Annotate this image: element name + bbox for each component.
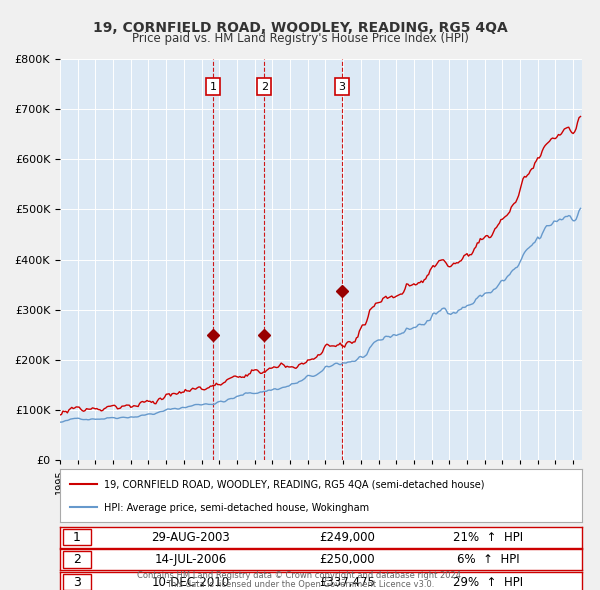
Text: £250,000: £250,000 — [319, 553, 375, 566]
Text: 29-AUG-2003: 29-AUG-2003 — [151, 530, 230, 544]
Text: This data is licensed under the Open Government Licence v3.0.: This data is licensed under the Open Gov… — [166, 580, 434, 589]
Text: 29%  ↑  HPI: 29% ↑ HPI — [453, 575, 523, 589]
Text: HPI: Average price, semi-detached house, Wokingham: HPI: Average price, semi-detached house,… — [104, 503, 370, 513]
FancyBboxPatch shape — [62, 573, 91, 590]
Text: 19, CORNFIELD ROAD, WOODLEY, READING, RG5 4QA (semi-detached house): 19, CORNFIELD ROAD, WOODLEY, READING, RG… — [104, 480, 485, 490]
FancyBboxPatch shape — [62, 529, 91, 545]
FancyBboxPatch shape — [62, 551, 91, 568]
Text: 2: 2 — [73, 553, 80, 566]
Text: 1: 1 — [210, 81, 217, 91]
Text: 6%  ↑  HPI: 6% ↑ HPI — [457, 553, 520, 566]
Text: 1: 1 — [73, 530, 80, 544]
Text: Contains HM Land Registry data © Crown copyright and database right 2024.: Contains HM Land Registry data © Crown c… — [137, 571, 463, 580]
Text: 19, CORNFIELD ROAD, WOODLEY, READING, RG5 4QA: 19, CORNFIELD ROAD, WOODLEY, READING, RG… — [92, 21, 508, 35]
Text: 3: 3 — [338, 81, 346, 91]
Text: £337,475: £337,475 — [319, 575, 375, 589]
Text: 14-JUL-2006: 14-JUL-2006 — [154, 553, 227, 566]
Text: 2: 2 — [260, 81, 268, 91]
Text: Price paid vs. HM Land Registry's House Price Index (HPI): Price paid vs. HM Land Registry's House … — [131, 32, 469, 45]
Text: 10-DEC-2010: 10-DEC-2010 — [151, 575, 230, 589]
Text: 21%  ↑  HPI: 21% ↑ HPI — [453, 530, 523, 544]
Text: £249,000: £249,000 — [319, 530, 375, 544]
Text: 3: 3 — [73, 575, 80, 589]
